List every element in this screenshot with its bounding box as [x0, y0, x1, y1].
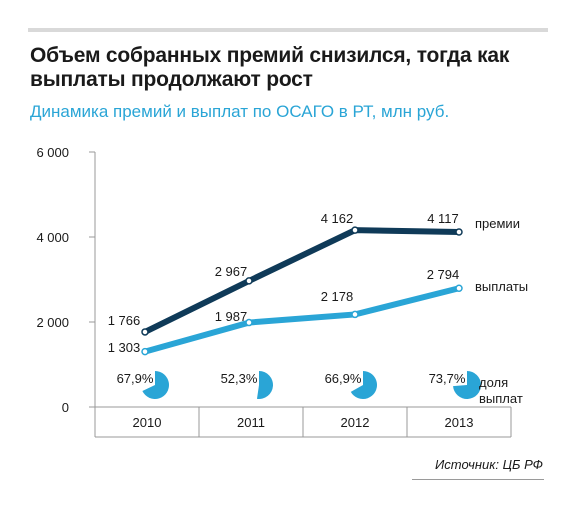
payouts-point [141, 347, 149, 356]
premiums-point [455, 228, 463, 236]
share-series-label-line2: выплат [479, 391, 523, 406]
x-tick-label: 2012 [341, 415, 370, 430]
premiums-point [245, 277, 253, 285]
premiums-data-label: 4 162 [321, 211, 354, 226]
premiums-series-line [143, 227, 460, 335]
premiums-data-label: 2 967 [215, 264, 248, 279]
y-tick-label: 2 000 [36, 315, 69, 330]
share-pie-slice [142, 371, 169, 400]
share-series-label-line1: доля [479, 375, 508, 390]
premiums-point [141, 328, 149, 336]
source-note: Источник: ЦБ РФ [435, 457, 543, 472]
payouts-point [351, 310, 359, 319]
payouts-data-label: 1 987 [215, 309, 248, 324]
chart-subtitle: Динамика премий и выплат по ОСАГО в РТ, … [30, 102, 450, 121]
share-pie-label: 67,9% [117, 371, 154, 386]
share-pie-label: 73,7% [429, 371, 466, 386]
premiums-point [351, 226, 359, 234]
x-tick-label: 2011 [237, 415, 265, 430]
payouts-point [455, 284, 463, 293]
top-rule [28, 28, 548, 32]
y-tick-label: 0 [62, 400, 69, 415]
share-pie-slice [350, 371, 377, 399]
premiums-series-label: премии [475, 216, 520, 231]
share-pie-label: 66,9% [325, 371, 362, 386]
y-tick-label: 6 000 [36, 145, 69, 160]
x-tick-label: 2010 [133, 415, 162, 430]
payouts-data-label: 2 178 [321, 289, 354, 304]
share-pie-label: 52,3% [221, 371, 258, 386]
premiums-data-label: 4 117 [427, 211, 459, 226]
payouts-series-label: выплаты [475, 279, 528, 294]
payouts-series-line [144, 285, 460, 355]
payouts-data-label: 2 794 [427, 267, 460, 282]
share-pie-slice [256, 371, 274, 399]
payouts-data-label: 1 303 [108, 340, 141, 355]
premiums-data-label: 1 766 [108, 313, 141, 328]
chart-title: Объем собранных премий снизился, тогда к… [30, 44, 510, 91]
x-tick-label: 2013 [445, 415, 474, 430]
payouts-point [245, 318, 253, 327]
y-tick-label: 4 000 [36, 230, 69, 245]
share-pie-slice [453, 371, 482, 400]
source-underline [412, 479, 544, 480]
